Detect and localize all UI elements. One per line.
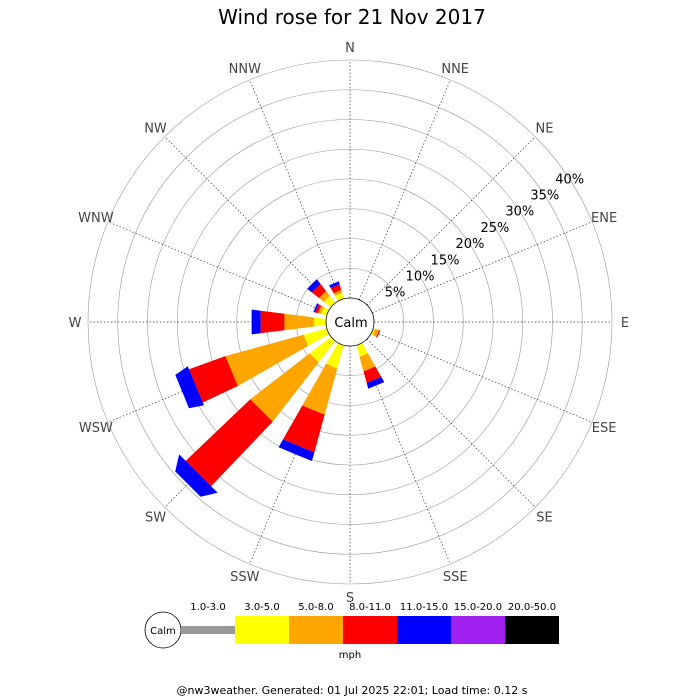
calm-label: Calm (334, 316, 367, 331)
grid-ring (176, 148, 524, 496)
direction-label-s: S (346, 591, 354, 606)
wind-petals (175, 279, 385, 497)
petal-sw-11.0-15.0 (175, 454, 218, 497)
grid-spoke-se (366, 338, 536, 508)
direction-label-ne: NE (536, 122, 554, 137)
petal-sse-11.0-15.0 (366, 376, 385, 389)
chart-title: Wind rose for 21 Nov 2017 (218, 5, 486, 29)
legend-bin-label: 15.0-20.0 (454, 602, 502, 613)
direction-label-ssw: SSW (230, 570, 260, 585)
tick-label: 15% (431, 253, 460, 268)
petal-ssw-3.0-5.0 (326, 343, 344, 369)
legend-calm-label: Calm (150, 626, 176, 637)
direction-label-ene: ENE (591, 211, 617, 226)
grid-spoke-wnw (107, 221, 328, 314)
petal-sw-5.0-8.0 (250, 353, 319, 422)
legend-bin-label: 20.0-50.0 (508, 602, 556, 613)
petal-ese-5.0-8.0 (372, 328, 380, 337)
grid-ring (117, 89, 583, 555)
direction-label-nw: NW (144, 122, 167, 137)
tick-label: 5% (385, 286, 406, 301)
grid-spoke-ese (372, 330, 593, 423)
petal-wnw-5.0-8.0 (318, 305, 324, 314)
petal-wsw-11.0-15.0 (175, 366, 204, 409)
petal-wnw-11.0-15.0 (313, 303, 319, 313)
direction-label-w: W (69, 316, 82, 331)
grid-spoke-nne (358, 79, 451, 300)
petal-w-8.0-11.0 (260, 310, 285, 334)
legend-bin-label: 8.0-11.0 (349, 602, 391, 613)
direction-label-sw: SW (145, 511, 166, 526)
legend-bin-label: 11.0-15.0 (400, 602, 448, 613)
legend-swatch-8.0-11.0 (343, 616, 397, 644)
petal-wsw-5.0-8.0 (225, 334, 309, 386)
petal-ese-3.0-5.0 (371, 328, 376, 335)
direction-label-nne: NNE (441, 62, 469, 77)
petal-wsw-8.0-11.0 (189, 356, 238, 403)
petal-w-11.0-15.0 (251, 309, 261, 335)
legend-swatch-20.0-50.0 (505, 616, 559, 644)
petal-nnw-8.0-11.0 (330, 284, 342, 294)
petal-sse-3.0-5.0 (356, 343, 368, 357)
grid-ring (236, 208, 464, 436)
direction-label-wsw: WSW (79, 421, 113, 436)
legend-swatch-15.0-20.0 (451, 616, 505, 644)
tick-label: 20% (455, 237, 484, 252)
legend-swatch-5.0-8.0 (289, 616, 343, 644)
petal-nnw-3.0-5.0 (335, 292, 344, 301)
direction-label-sse: SSE (443, 570, 468, 585)
grid-spoke-nw (164, 136, 334, 306)
petal-w-3.0-5.0 (314, 317, 326, 327)
petal-nw-11.0-15.0 (307, 279, 321, 293)
calm-center: Calm (325, 297, 375, 347)
footer-text: @nw3weather. Generated: 01 Jul 2025 22:0… (177, 684, 528, 697)
petal-sw-3.0-5.0 (309, 336, 336, 363)
direction-label-se: SE (536, 511, 552, 526)
direction-label-wnw: WNW (78, 211, 114, 226)
tick-label: 25% (480, 221, 509, 236)
petal-sse-8.0-11.0 (363, 366, 382, 383)
petal-sse-5.0-8.0 (359, 353, 376, 372)
legend-swatch-11.0-15.0 (397, 616, 451, 644)
radial-tick-labels: 5%10% 15%20%25%30%35% 40% (385, 172, 584, 300)
tick-label: 35% (530, 189, 559, 204)
direction-label-n: N (345, 41, 355, 56)
petal-nw-8.0-11.0 (311, 283, 326, 298)
grid-spoke-ne (366, 136, 536, 306)
petal-ssw-8.0-11.0 (283, 405, 325, 453)
petal-sw-8.0-11.0 (185, 399, 273, 487)
petal-wnw-3.0-5.0 (320, 307, 329, 316)
petal-wsw-3.0-5.0 (303, 328, 329, 346)
legend-units: mph (339, 650, 361, 661)
petal-w-5.0-8.0 (284, 313, 315, 331)
speed-legend: Calm mph 1.0-3.0 3.0-5.0 5.0-8.0 8.0-11.0 11… (144, 602, 559, 661)
tick-label: 40% (555, 172, 584, 187)
petal-ese-8.0-11.0 (376, 330, 381, 338)
petal-nw-5.0-8.0 (319, 291, 330, 302)
grid-spoke-ene (372, 221, 593, 314)
petal-nnw-5.0-8.0 (333, 290, 342, 296)
petal-wnw-8.0-11.0 (315, 304, 322, 314)
tick-label: 10% (406, 270, 435, 285)
direction-label-e: E (621, 316, 629, 331)
legend-bin-label: 3.0-5.0 (244, 602, 279, 613)
legend-bin-label: 5.0-8.0 (298, 602, 333, 613)
petal-ssw-11.0-15.0 (278, 439, 315, 461)
direction-label-ese: ESE (592, 421, 617, 436)
legend-swatch-3.0-5.0 (235, 616, 289, 644)
direction-label-nnw: NNW (229, 62, 261, 77)
tick-label: 30% (505, 205, 534, 220)
calm-circle (325, 297, 375, 347)
grid-spoke-nnw (249, 79, 342, 300)
grid-ring (87, 59, 613, 585)
legend-bin-label: 1.0-3.0 (190, 602, 225, 613)
direction-labels: N NNE NE ENE E ESE SE SSE S SSW SW WSW W WNW NW NNW (69, 41, 630, 606)
legend-swatch-1.0-3.0 (181, 626, 235, 634)
petal-nw-3.0-5.0 (323, 295, 336, 308)
petal-ssw-5.0-8.0 (302, 363, 338, 415)
petal-nnw-11.0-15.0 (329, 281, 340, 288)
